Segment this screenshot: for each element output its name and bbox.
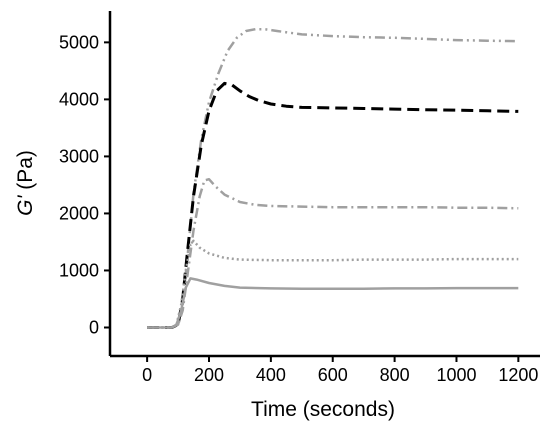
series-line-3 xyxy=(147,177,519,329)
series-line-5 xyxy=(147,277,519,329)
x-tick-label: 1200 xyxy=(498,365,538,385)
series-line-4 xyxy=(147,239,519,329)
x-tick-label: 0 xyxy=(142,365,152,385)
series-line-1 xyxy=(147,27,519,329)
y-tick-label: 0 xyxy=(89,317,99,337)
y-tick-label: 4000 xyxy=(59,89,99,109)
axes-layer xyxy=(108,11,540,358)
y-axis-label-symbol: G' xyxy=(14,195,37,216)
y-tick-label: 3000 xyxy=(59,146,99,166)
x-tick-label: 800 xyxy=(380,365,410,385)
y-tick-label: 1000 xyxy=(59,260,99,280)
ticks-layer: 0 200 400 600 800 1000 1200 0 1000 2000 3000 4000 50… xyxy=(59,32,538,385)
y-axis-label-unit: (Pa) xyxy=(14,150,37,196)
series-line-2 xyxy=(147,81,519,329)
x-tick-label: 200 xyxy=(194,365,224,385)
y-axis-label: G' (Pa) xyxy=(14,150,37,216)
x-tick-label: 400 xyxy=(256,365,286,385)
y-tick-label: 5000 xyxy=(59,32,99,52)
x-axis-label: Time (seconds) xyxy=(251,398,395,421)
x-tick-label: 1000 xyxy=(436,365,476,385)
x-tick-label: 600 xyxy=(318,365,348,385)
series-layer xyxy=(147,27,519,329)
y-tick-label: 2000 xyxy=(59,203,99,223)
